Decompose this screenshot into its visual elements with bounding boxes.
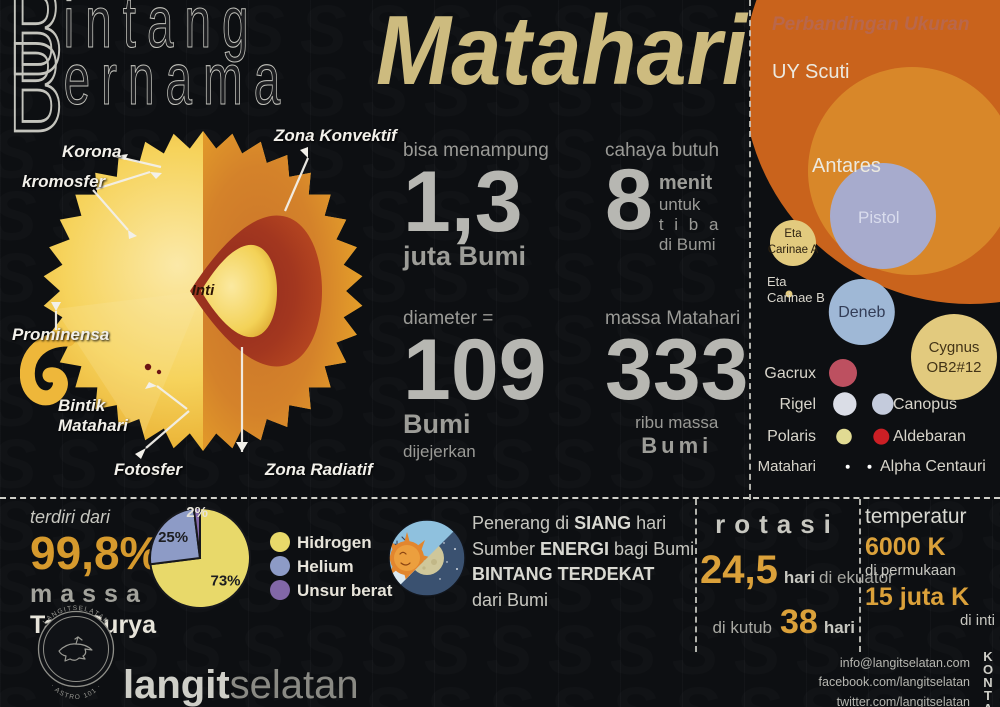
svg-text:Fotosfer: Fotosfer — [114, 460, 183, 479]
svg-text:Prominensa: Prominensa — [12, 325, 109, 344]
svg-text:Zona Radiatif: Zona Radiatif — [264, 460, 375, 479]
svg-text:kromosfer: kromosfer — [22, 172, 107, 191]
svg-text:Korona: Korona — [62, 142, 122, 161]
svg-text:Bintik: Bintik — [58, 396, 107, 415]
svg-text:Matahari: Matahari — [58, 416, 129, 435]
svg-text:Zona Konvektif: Zona Konvektif — [273, 126, 399, 145]
